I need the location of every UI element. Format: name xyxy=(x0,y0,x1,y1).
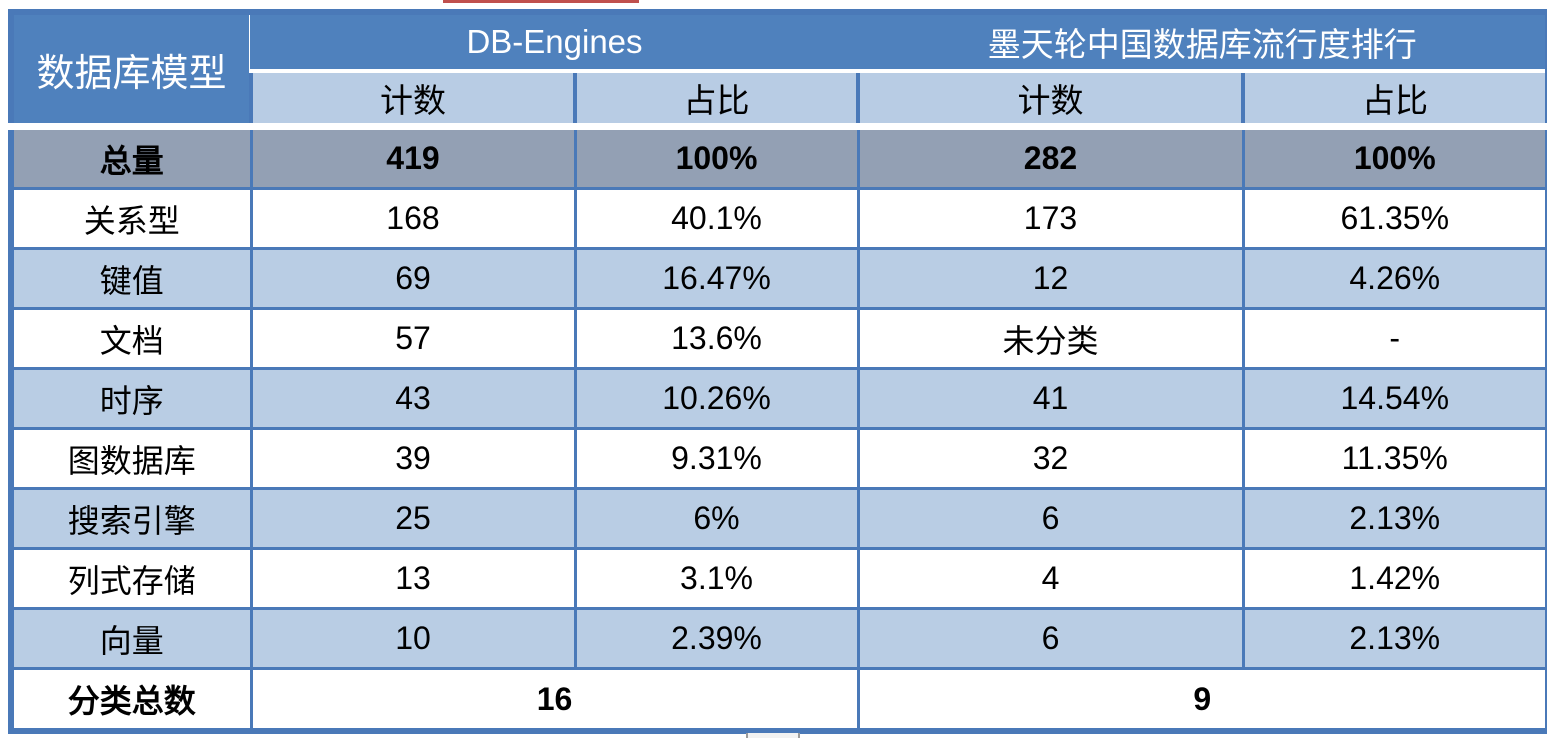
db-engines-share: 6% xyxy=(573,487,860,550)
table-row-relational: 关系型 168 40.1% 173 61.35% xyxy=(9,187,1547,250)
db-engines-share: 2.39% xyxy=(573,607,860,670)
row-label: 列式存储 xyxy=(9,547,253,610)
row-label: 文档 xyxy=(9,307,253,370)
db-engines-count: 13 xyxy=(249,547,577,610)
table-row-search-engine: 搜索引擎 25 6% 6 2.13% xyxy=(9,487,1547,550)
db-engines-share: 3.1% xyxy=(573,547,860,610)
motianlun-count: 未分类 xyxy=(856,307,1245,370)
motianlun-count: 4 xyxy=(856,547,1245,610)
motianlun-count: 41 xyxy=(856,367,1245,430)
row-label: 图数据库 xyxy=(9,427,253,490)
cropped-red-underline-artifact xyxy=(443,0,639,3)
motianlun-count: 282 xyxy=(856,125,1245,190)
db-engines-share: 40.1% xyxy=(573,187,860,250)
db-engines-share: 13.6% xyxy=(573,307,860,370)
table-row-key-value: 键值 69 16.47% 12 4.26% xyxy=(9,247,1547,310)
table-row-graph: 图数据库 39 9.31% 32 11.35% xyxy=(9,427,1547,490)
motianlun-share: 14.54% xyxy=(1241,367,1547,430)
motianlun-share: 4.26% xyxy=(1241,247,1547,310)
table-row-columnar: 列式存储 13 3.1% 4 1.42% xyxy=(9,547,1547,610)
row-label: 搜索引擎 xyxy=(9,487,253,550)
motianlun-share: 1.42% xyxy=(1241,547,1547,610)
row-label: 键值 xyxy=(9,247,253,310)
db-engines-count: 419 xyxy=(249,125,577,190)
table-row-document: 文档 57 13.6% 未分类 - xyxy=(9,307,1547,370)
motianlun-count: 173 xyxy=(856,187,1245,250)
row-label: 关系型 xyxy=(9,187,253,250)
group-header-db-engines: DB-Engines xyxy=(251,12,860,73)
group-header-row: 数据库模型 DB-Engines 墨天轮中国数据库流行度排行 xyxy=(11,12,1547,130)
row-label-total: 总量 xyxy=(9,125,253,190)
db-engines-count: 168 xyxy=(249,187,577,250)
subheader-motianlun-share: 占比 xyxy=(1241,71,1547,130)
motianlun-count: 6 xyxy=(856,487,1245,550)
db-engines-count: 39 xyxy=(249,427,577,490)
db-engines-count: 69 xyxy=(249,247,577,310)
total-row: 总量 419 100% 282 100% xyxy=(9,125,1547,190)
motianlun-count: 32 xyxy=(856,427,1245,490)
motianlun-count: 6 xyxy=(856,607,1245,670)
motianlun-share: 11.35% xyxy=(1241,427,1547,490)
table-row-vector: 向量 10 2.39% 6 2.13% xyxy=(9,607,1547,670)
db-engines-share: 9.31% xyxy=(573,427,860,490)
db-engines-count: 43 xyxy=(249,367,577,430)
db-engines-share: 100% xyxy=(573,125,860,190)
db-engines-share: 10.26% xyxy=(573,367,860,430)
motianlun-share: 61.35% xyxy=(1241,187,1547,250)
category-total-row: 分类总数 16 9 xyxy=(9,667,1547,733)
motianlun-share: 2.13% xyxy=(1241,607,1547,670)
subheader-db-engines-share: 占比 xyxy=(573,71,860,130)
motianlun-count: 12 xyxy=(856,247,1245,310)
db-engines-count: 57 xyxy=(249,307,577,370)
subheader-db-engines-count: 计数 xyxy=(249,71,577,130)
db-engines-category-total: 16 xyxy=(249,667,860,733)
db-engines-count: 10 xyxy=(249,607,577,670)
database-model-comparison-table: 数据库模型 DB-Engines 墨天轮中国数据库流行度排行 计数 占比 计数 … xyxy=(8,9,1547,734)
db-engines-count: 25 xyxy=(249,487,577,550)
sub-header-row: 计数 占比 计数 占比 xyxy=(11,71,1547,130)
scrollbar-fragment[interactable] xyxy=(746,733,800,738)
db-engines-share: 16.47% xyxy=(573,247,860,310)
row-label-category-total: 分类总数 xyxy=(9,667,253,733)
row-label: 向量 xyxy=(9,607,253,670)
subheader-motianlun-count: 计数 xyxy=(856,71,1245,130)
column-header-database-model: 数据库模型 xyxy=(11,12,253,130)
motianlun-share: 2.13% xyxy=(1241,487,1547,550)
motianlun-share: 100% xyxy=(1241,125,1547,190)
group-header-motianlun-ranking: 墨天轮中国数据库流行度排行 xyxy=(858,12,1547,73)
motianlun-category-total: 9 xyxy=(856,667,1547,733)
row-label: 时序 xyxy=(9,367,253,430)
motianlun-share: - xyxy=(1241,307,1547,370)
table-row-time-series: 时序 43 10.26% 41 14.54% xyxy=(9,367,1547,430)
